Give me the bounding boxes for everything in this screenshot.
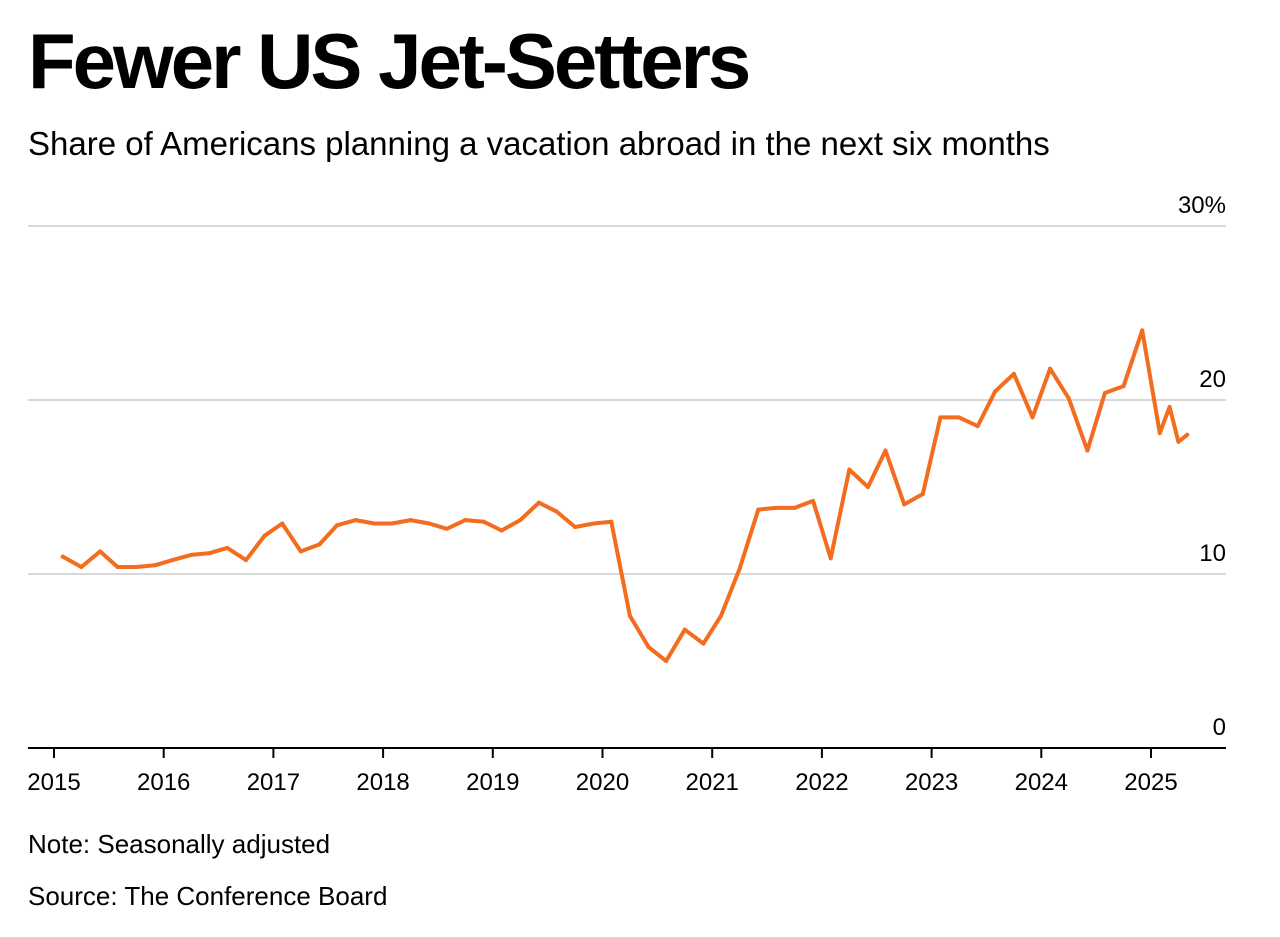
data-point bbox=[243, 558, 248, 563]
data-point bbox=[189, 552, 194, 557]
data-point bbox=[115, 565, 120, 570]
data-point bbox=[573, 525, 578, 530]
x-tick-label: 2019 bbox=[466, 769, 519, 796]
x-tick-label: 2024 bbox=[1015, 769, 1068, 796]
data-point bbox=[1030, 415, 1035, 420]
data-point bbox=[518, 518, 523, 523]
data-point bbox=[152, 563, 157, 568]
data-point bbox=[938, 415, 943, 420]
y-tick-label: 30% bbox=[1178, 192, 1226, 219]
data-point bbox=[1121, 384, 1126, 389]
x-tick-label: 2023 bbox=[905, 769, 958, 796]
line-chart: 2015 2016 2017 2018 2019 2020 2021 2022 2023 2024… bbox=[27, 192, 1226, 796]
x-tick-label: 2017 bbox=[247, 769, 300, 796]
data-point bbox=[170, 558, 175, 563]
y-tick-label: 20 bbox=[1199, 366, 1226, 393]
data-point bbox=[280, 521, 285, 526]
data-point bbox=[353, 518, 358, 523]
data-point bbox=[756, 507, 761, 512]
data-point bbox=[664, 659, 669, 663]
data-point bbox=[883, 448, 888, 453]
data-point bbox=[1176, 439, 1181, 444]
data-point bbox=[335, 523, 340, 528]
data-point bbox=[957, 415, 962, 420]
data-point bbox=[499, 528, 504, 533]
data-point bbox=[1066, 396, 1071, 401]
data-point bbox=[262, 533, 267, 538]
data-point bbox=[591, 521, 596, 526]
data-point bbox=[1140, 328, 1145, 333]
data-point bbox=[792, 505, 797, 510]
data-point bbox=[1011, 371, 1016, 376]
data-point bbox=[408, 518, 413, 523]
data-point bbox=[427, 521, 432, 526]
data-point bbox=[134, 565, 139, 570]
y-tick-label: 0 bbox=[1213, 714, 1226, 741]
data-point bbox=[79, 565, 84, 570]
data-point bbox=[463, 518, 468, 523]
y-axis-labels: 30% 20 10 0 bbox=[1178, 192, 1226, 741]
data-point bbox=[60, 554, 65, 559]
data-point bbox=[718, 613, 723, 618]
x-tick-label: 2018 bbox=[356, 769, 409, 796]
series-line bbox=[60, 328, 1190, 663]
x-tick-label: 2020 bbox=[576, 769, 629, 796]
data-point bbox=[207, 551, 212, 556]
data-point bbox=[482, 519, 487, 524]
data-point bbox=[627, 613, 632, 618]
y-tick-label: 10 bbox=[1199, 540, 1226, 567]
x-tick-label: 2015 bbox=[27, 769, 80, 796]
data-point bbox=[1185, 432, 1190, 437]
x-axis: 2015 2016 2017 2018 2019 2020 2021 2022 2023 2024… bbox=[27, 747, 1226, 796]
data-point bbox=[1167, 404, 1172, 409]
data-point bbox=[389, 521, 394, 526]
data-point bbox=[975, 424, 980, 429]
grid-lines bbox=[28, 225, 1226, 575]
data-point bbox=[225, 545, 230, 550]
chart-title: Fewer US Jet-Setters bbox=[28, 17, 751, 105]
data-point bbox=[372, 521, 377, 526]
x-tick-label: 2021 bbox=[686, 769, 739, 796]
data-point bbox=[737, 566, 742, 571]
data-point bbox=[1048, 366, 1053, 371]
data-point bbox=[865, 485, 870, 489]
data-point bbox=[554, 509, 559, 514]
data-point bbox=[609, 519, 614, 524]
data-point bbox=[98, 549, 103, 554]
data-point bbox=[847, 467, 852, 472]
data-point bbox=[920, 491, 925, 496]
data-point bbox=[444, 526, 449, 531]
data-point bbox=[682, 627, 687, 632]
data-point bbox=[993, 389, 998, 394]
data-point bbox=[536, 500, 541, 505]
data-point bbox=[828, 556, 833, 561]
data-point bbox=[317, 542, 322, 547]
series-layer bbox=[60, 328, 1190, 663]
x-tick-label: 2025 bbox=[1124, 769, 1177, 796]
x-tick-label: 2016 bbox=[137, 769, 190, 796]
data-point bbox=[1157, 431, 1162, 436]
data-point bbox=[811, 498, 816, 503]
data-point bbox=[1102, 391, 1107, 396]
data-point bbox=[298, 549, 303, 554]
chart-subtitle: Share of Americans planning a vacation a… bbox=[28, 125, 1050, 162]
chart-source: Source: The Conference Board bbox=[28, 881, 388, 911]
data-point bbox=[646, 645, 651, 650]
chart-note: Note: Seasonally adjusted bbox=[28, 829, 331, 859]
data-point bbox=[773, 505, 778, 510]
data-point bbox=[701, 641, 706, 646]
data-point bbox=[902, 502, 907, 507]
x-tick-label: 2022 bbox=[795, 769, 848, 796]
data-point bbox=[1085, 448, 1090, 453]
